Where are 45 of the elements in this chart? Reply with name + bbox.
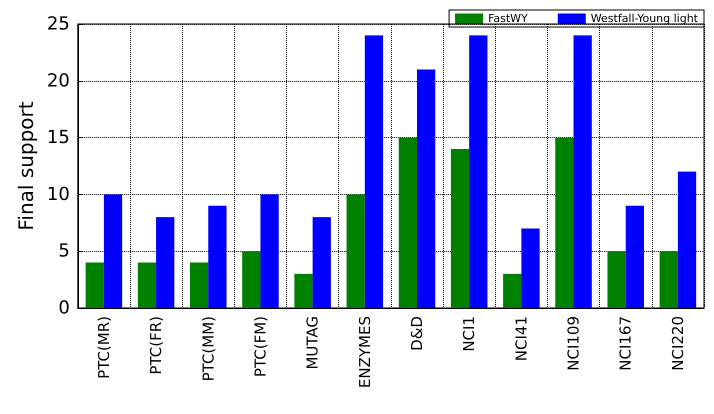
bar — [364, 35, 384, 308]
y-tick-label: 15 — [46, 127, 70, 148]
y-tick-label: 25 — [46, 14, 70, 34]
bar — [208, 206, 227, 308]
bar — [346, 194, 365, 308]
bar — [626, 206, 644, 308]
bar — [138, 262, 156, 308]
bar — [312, 217, 331, 308]
x-tick-label: NCI1 — [460, 316, 478, 352]
y-tick-label: 5 — [58, 240, 70, 262]
bar — [190, 262, 208, 308]
y-tick-label: 10 — [46, 184, 70, 205]
x-tick-label: PTC(MR) — [94, 316, 113, 379]
legend-label: FastWY — [488, 12, 528, 25]
bar — [678, 172, 696, 308]
bar — [607, 251, 626, 308]
y-tick-label: 0 — [58, 298, 70, 318]
bar — [555, 138, 574, 308]
bar — [398, 138, 417, 308]
x-tick-label: PTC(FM) — [251, 316, 270, 378]
bar — [86, 262, 104, 308]
legend-label: Westfall-Young light — [590, 12, 699, 25]
x-tick-label: PTC(MM) — [199, 316, 218, 382]
y-axis-title: Final support — [14, 101, 38, 231]
bar — [503, 274, 522, 308]
bar — [156, 217, 174, 308]
x-tick-label: NCI109 — [564, 316, 583, 371]
x-tick-label: ENZYMES — [356, 316, 374, 388]
bar — [416, 69, 436, 308]
x-tick-label: MUTAG — [304, 316, 322, 370]
bar — [104, 194, 122, 308]
x-tick-label: D&D — [408, 316, 426, 351]
x-tick-label: NCI41 — [512, 316, 530, 362]
x-tick-label: PTC(FR) — [147, 316, 166, 375]
bar — [521, 228, 540, 308]
bar — [260, 194, 279, 308]
bar — [574, 35, 592, 308]
x-tick-label: NCI167 — [616, 316, 635, 371]
bar — [469, 35, 488, 308]
bar — [294, 274, 313, 308]
y-tick-label: 20 — [46, 70, 70, 92]
bar — [242, 251, 260, 308]
bar — [450, 148, 470, 308]
x-tick-label: NCI220 — [668, 316, 687, 371]
bar — [660, 251, 678, 308]
